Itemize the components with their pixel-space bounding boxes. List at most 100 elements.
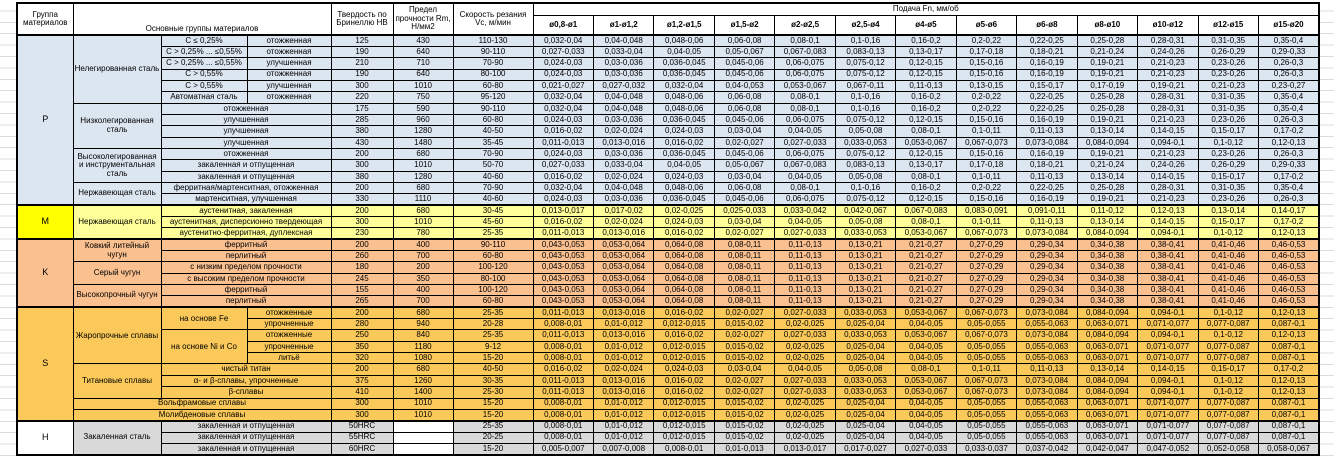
feed-cell[interactable]: 0,15-0,16 [955, 57, 1018, 70]
feed-cell[interactable]: 0,38-0,41 [1137, 261, 1199, 274]
feed-cell[interactable]: 0,28-0,31 [1137, 102, 1199, 115]
material-cell[interactable]: упрочненные [246, 340, 332, 354]
feed-cell[interactable]: 0,087-0,1 [1257, 397, 1320, 410]
feed-cell[interactable]: 0,067-0,073 [955, 136, 1018, 149]
feed-cell[interactable]: 0,27-0,29 [955, 295, 1018, 308]
hardness-cell[interactable]: 410 [330, 386, 394, 399]
feed-cell[interactable]: 0,015-0,02 [713, 397, 776, 410]
feed-cell[interactable]: 0,12-0,13 [1257, 329, 1320, 342]
hardness-cell[interactable]: 180 [330, 261, 394, 274]
material-cell[interactable]: C > 0,55% [160, 68, 248, 81]
cutting-speed-cell[interactable]: 30-35 [452, 374, 534, 388]
feed-cell[interactable]: 0,13-0,21 [834, 272, 897, 286]
feed-cell[interactable]: 0,21-0,23 [1137, 113, 1199, 127]
material-cell[interactable]: Серый чугун [72, 261, 162, 286]
cutting-speed-cell[interactable]: 15-20 [452, 352, 534, 365]
feed-cell[interactable]: 0,04-0,05 [895, 318, 957, 331]
feed-cell[interactable]: 0,38-0,41 [1137, 295, 1199, 308]
feed-cell[interactable]: 0,053-0,067 [774, 79, 836, 93]
feed-cell[interactable]: 0,03-0,036 [592, 113, 655, 127]
feed-cell[interactable]: 0,071-0,077 [1137, 419, 1199, 433]
hardness-cell[interactable]: 250 [330, 329, 394, 342]
feed-cell[interactable]: 0,016-0,02 [653, 227, 715, 240]
material-cell[interactable]: на основе Fe [160, 306, 248, 331]
feed-cell[interactable]: 0,03-0,04 [713, 215, 776, 229]
hardness-cell[interactable]: 260 [330, 250, 394, 263]
feed-cell[interactable]: 0,38-0,41 [1137, 238, 1199, 252]
feed-cell[interactable]: 0,067-0,073 [955, 374, 1018, 388]
feed-cell[interactable]: 0,34-0,38 [1076, 284, 1139, 297]
feed-cell[interactable]: 0,04-0,05 [774, 125, 836, 138]
feed-cell[interactable]: 0,075-0,12 [834, 147, 897, 161]
feed-cell[interactable]: 0,067-0,073 [955, 329, 1018, 342]
material-cell[interactable]: Нелегированная сталь [72, 33, 162, 104]
feed-cell[interactable]: 0,032-0,04 [532, 102, 594, 115]
feed-cell[interactable]: 0,013-0,016 [592, 329, 655, 342]
feed-cell[interactable]: 0,11-0,13 [774, 295, 836, 308]
feed-cell[interactable]: 0,25-0,28 [1076, 181, 1139, 195]
feed-cell[interactable]: 0,013-0,016 [592, 386, 655, 399]
feed-cell[interactable]: 0,015-0,02 [713, 408, 776, 422]
feed-cell[interactable]: 0,094-0,1 [1137, 227, 1199, 240]
feed-cell[interactable]: 0,008-0,01 [532, 318, 594, 331]
feed-cell[interactable]: 0,036-0,045 [653, 68, 715, 81]
feed-cell[interactable]: 0,12-0,13 [1257, 386, 1320, 399]
feed-cell[interactable]: 0,064-0,08 [653, 261, 715, 274]
feed-cell[interactable]: 0,053-0,067 [895, 386, 957, 399]
material-cell[interactable]: чистый титан [160, 363, 332, 376]
feed-cell[interactable]: 0,04-0,05 [774, 215, 836, 229]
group-label-cell-s[interactable]: S [16, 306, 74, 422]
feed-cell[interactable]: 0,21-0,27 [895, 284, 957, 297]
group-label-cell-k[interactable]: K [16, 238, 74, 308]
feed-cell[interactable]: 0,025-0,033 [713, 204, 776, 218]
feed-cell[interactable]: 0,083-0,13 [834, 159, 897, 172]
feed-cell[interactable]: 0,13-0,14 [1076, 125, 1139, 138]
feed-cell[interactable]: 0,036-0,045 [653, 193, 715, 206]
feed-cell[interactable]: 0,08-0,11 [713, 238, 776, 252]
feed-cell[interactable]: 0,012-0,015 [653, 318, 715, 331]
strength-cell[interactable]: 1180 [392, 340, 454, 354]
feed-cell[interactable]: 0,19-0,21 [1076, 147, 1139, 161]
feed-cell[interactable]: 0,094-0,1 [1137, 306, 1199, 320]
cutting-speed-cell[interactable]: 110-130 [452, 33, 534, 47]
feed-cell[interactable]: 0,043-0,053 [532, 284, 594, 297]
cutting-speed-cell[interactable]: 60-80 [452, 79, 534, 93]
feed-cell[interactable]: 0,03-0,04 [713, 170, 776, 183]
header-feed-diameter-range[interactable]: ø6-ø8 [1016, 14, 1078, 36]
feed-cell[interactable]: 0,06-0,075 [774, 57, 836, 70]
cutting-speed-cell[interactable]: 50-70 [452, 159, 534, 172]
feed-cell[interactable]: 0,063-0,071 [1076, 397, 1139, 410]
feed-cell[interactable]: 0,2-0,22 [955, 102, 1018, 115]
cutting-speed-cell[interactable]: 40-60 [452, 170, 534, 183]
feed-cell[interactable]: 0,036-0,045 [653, 57, 715, 70]
material-cell[interactable]: отожженная [246, 45, 332, 59]
header-feed-title[interactable]: Подача Fn, мм/об [532, 2, 1320, 16]
feed-cell[interactable]: 0,036-0,045 [653, 147, 715, 161]
hardness-cell[interactable]: 300 [330, 408, 394, 422]
feed-cell[interactable]: 0,083-0,13 [834, 45, 897, 59]
material-cell[interactable]: ферритный [160, 284, 332, 297]
hardness-cell[interactable]: 200 [330, 363, 394, 376]
material-cell[interactable]: C > 0,25% ... ≤0,55% [160, 45, 248, 59]
material-cell[interactable]: отожженная [246, 91, 332, 104]
feed-cell[interactable]: 0,087-0,1 [1257, 340, 1320, 354]
strength-cell[interactable]: 1010 [392, 159, 454, 172]
cutting-speed-cell[interactable]: 70-90 [452, 57, 534, 70]
header-main-material-groups[interactable]: Основные группы материалов [72, 2, 332, 36]
feed-cell[interactable]: 0,21-0,24 [1076, 45, 1139, 59]
feed-cell[interactable]: 0,012-0,015 [653, 352, 715, 365]
feed-cell[interactable]: 0,08-0,11 [713, 284, 776, 297]
cutting-speed-cell[interactable]: 60-80 [452, 250, 534, 263]
strength-cell[interactable]: 1400 [392, 386, 454, 399]
cutting-speed-cell[interactable]: 90-110 [452, 45, 534, 59]
feed-cell[interactable]: 0,073-0,084 [1016, 136, 1078, 149]
feed-cell[interactable]: 0,17-0,18 [955, 45, 1018, 59]
cutting-speed-cell[interactable]: 45-60 [452, 215, 534, 229]
feed-cell[interactable]: 0,22-0,25 [1016, 91, 1078, 104]
feed-cell[interactable]: 0,12-0,15 [895, 113, 957, 127]
hardness-cell[interactable]: 430 [330, 136, 394, 149]
feed-cell[interactable]: 0,11-0,13 [1016, 170, 1078, 183]
feed-cell[interactable]: 0,087-0,1 [1257, 419, 1320, 433]
feed-cell[interactable]: 0,013-0,016 [592, 136, 655, 149]
hardness-cell[interactable]: 200 [330, 147, 394, 161]
